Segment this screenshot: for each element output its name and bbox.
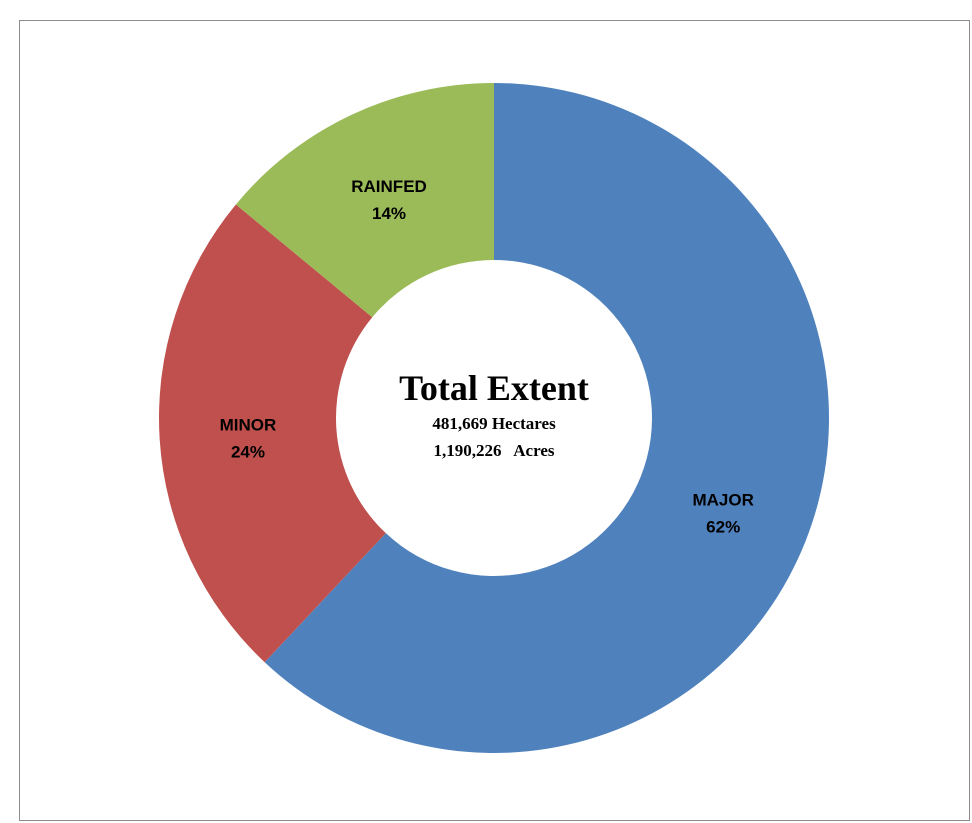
center-acres: 1,190,226 Acres bbox=[433, 441, 554, 460]
slice-value-label: 14% bbox=[372, 204, 406, 223]
slice-category-label: MINOR bbox=[220, 415, 277, 434]
slice-category-label: MAJOR bbox=[692, 491, 753, 510]
slice-value-label: 24% bbox=[231, 442, 265, 461]
chart-slices bbox=[159, 83, 829, 753]
slice-minor bbox=[159, 204, 386, 663]
slice-category-label: RAINFED bbox=[351, 177, 427, 196]
chart-slice-labels: MAJOR 62% MINOR 24% RAINFED 14% bbox=[220, 177, 754, 537]
slice-rainfed bbox=[235, 83, 495, 318]
center-hectares: 481,669 Hectares bbox=[432, 414, 556, 433]
center-text: Total Extent 481,669 Hectares 1,190,226 … bbox=[399, 368, 589, 460]
slice-value-label: 62% bbox=[706, 518, 740, 537]
center-title: Total Extent bbox=[399, 368, 589, 408]
slice-major bbox=[264, 83, 829, 753]
